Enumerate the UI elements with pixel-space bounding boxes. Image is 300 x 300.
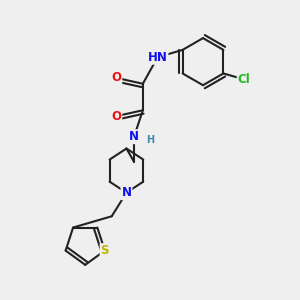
Text: N: N: [129, 130, 139, 143]
Text: N: N: [122, 186, 131, 199]
Text: O: O: [111, 110, 122, 123]
Text: Cl: Cl: [238, 73, 250, 86]
Text: H: H: [146, 135, 154, 145]
Text: S: S: [100, 244, 109, 257]
Text: HN: HN: [148, 51, 167, 64]
Text: O: O: [111, 71, 122, 84]
